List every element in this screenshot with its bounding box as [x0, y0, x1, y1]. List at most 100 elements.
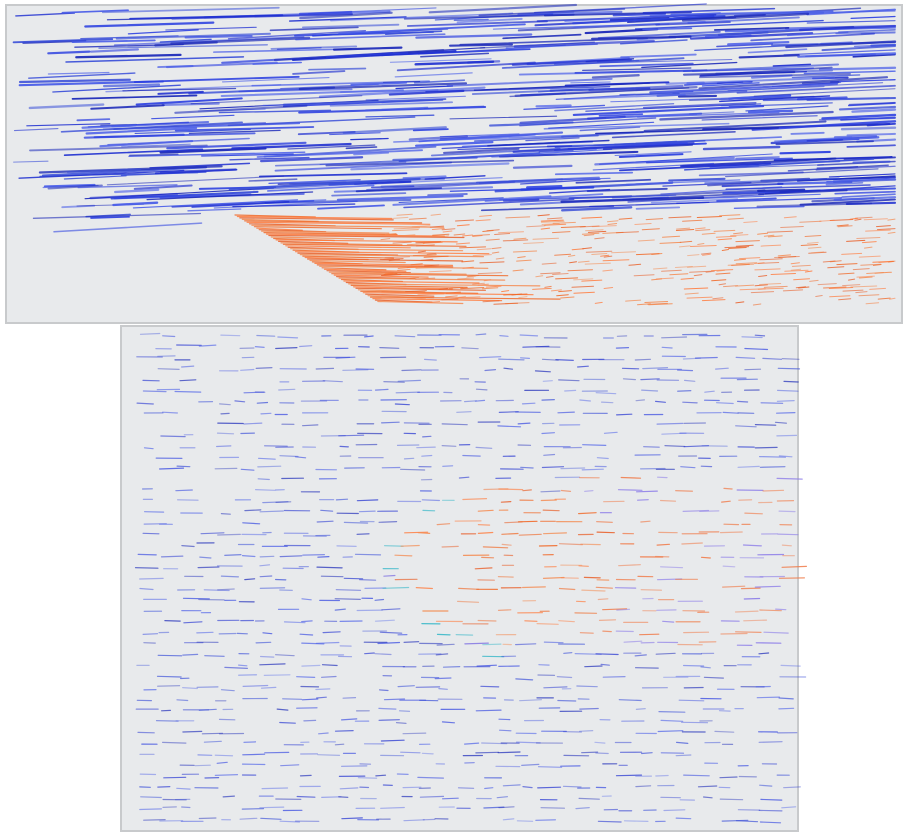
vector: [500, 336, 508, 337]
vector: [336, 590, 360, 591]
vector: [239, 665, 247, 666]
vector: [141, 797, 162, 798]
vector: [245, 510, 261, 511]
vector: [663, 621, 674, 622]
vector: [215, 755, 232, 756]
streakline: [158, 66, 192, 67]
vector: [715, 731, 734, 732]
vector: [777, 435, 797, 436]
vector: [220, 404, 231, 405]
vector: [516, 644, 536, 645]
vector: [778, 390, 798, 391]
vector: [417, 447, 435, 448]
vector: [755, 447, 777, 448]
vector: [617, 609, 630, 610]
vector: [721, 634, 747, 635]
vector: [241, 370, 254, 371]
vector: [760, 610, 782, 611]
vector: [640, 634, 659, 635]
vector: [317, 567, 342, 568]
vector: [161, 436, 185, 437]
vector: [225, 555, 241, 556]
vector: [755, 335, 764, 336]
vector: [158, 655, 181, 656]
vector: [422, 456, 432, 457]
vector: [404, 642, 419, 643]
vector: [316, 689, 330, 690]
streakline: [450, 45, 512, 46]
vector: [360, 511, 376, 512]
vector: [525, 621, 537, 622]
vector: [597, 532, 614, 533]
vector: [258, 479, 269, 480]
vector: [777, 401, 794, 402]
vector: [456, 635, 472, 636]
vector: [183, 731, 202, 732]
vector: [598, 599, 608, 600]
streakline: [537, 106, 571, 107]
vector: [519, 521, 538, 522]
vector: [340, 446, 348, 447]
vector: [542, 400, 554, 401]
vector: [317, 697, 327, 698]
vector: [401, 546, 419, 547]
vector: [442, 446, 456, 447]
vector: [521, 467, 533, 468]
vector: [177, 466, 190, 467]
vector: [323, 665, 338, 666]
vector: [276, 502, 291, 503]
vector: [541, 491, 560, 492]
vector: [395, 555, 412, 556]
vector: [558, 701, 576, 702]
vector: [742, 337, 762, 338]
vector: [541, 808, 564, 809]
vector: [760, 467, 785, 468]
vector: [641, 379, 659, 380]
vector: [736, 632, 761, 633]
vector: [182, 807, 190, 808]
vector: [360, 580, 376, 581]
vector: [723, 412, 738, 413]
vector: [544, 533, 567, 534]
vector: [302, 621, 312, 622]
vector: [344, 522, 367, 523]
vector: [538, 787, 561, 788]
vector: [619, 490, 642, 491]
vector: [782, 359, 799, 360]
vector: [661, 501, 676, 502]
vector: [280, 723, 296, 724]
vector: [321, 576, 343, 577]
vector: [303, 555, 325, 556]
vector: [544, 642, 563, 643]
vector: [595, 742, 605, 743]
vector: [223, 796, 234, 797]
vector: [198, 567, 219, 568]
vector: [465, 643, 488, 644]
vector: [302, 665, 320, 666]
vector: [755, 425, 775, 426]
vector: [163, 807, 176, 808]
vector: [380, 690, 388, 691]
vector: [779, 708, 794, 709]
vector: [617, 775, 642, 776]
vector: [763, 490, 784, 491]
vector: [483, 644, 501, 645]
vector: [375, 654, 391, 655]
vector: [382, 422, 400, 423]
vector: [498, 752, 520, 753]
vector: [745, 369, 761, 370]
vector: [717, 403, 734, 404]
vector: [501, 502, 510, 503]
vector: [158, 787, 170, 788]
vector: [565, 390, 576, 391]
vector: [478, 621, 496, 622]
vector: [636, 400, 644, 401]
vector: [300, 634, 313, 635]
vector: [499, 489, 523, 490]
vector: [221, 576, 238, 577]
vector: [260, 576, 272, 577]
vector: [195, 765, 210, 766]
vector: [784, 787, 801, 788]
vector: [635, 359, 650, 360]
vector: [459, 788, 474, 789]
